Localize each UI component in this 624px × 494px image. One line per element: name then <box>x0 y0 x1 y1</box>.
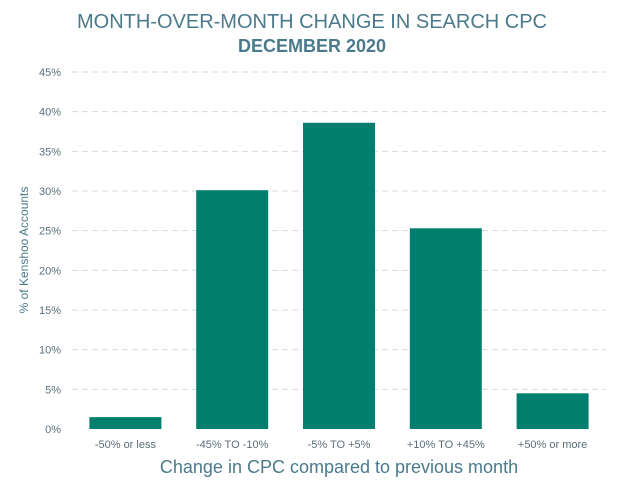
bar <box>303 122 375 430</box>
y-tick-label: 35% <box>39 146 61 158</box>
chart-subtitle: DECEMBER 2020 <box>238 36 386 56</box>
bar <box>409 228 482 429</box>
y-tick-label: 15% <box>39 305 61 317</box>
y-tick-label: 30% <box>39 186 61 198</box>
x-tick-label: -50% or less <box>95 439 157 451</box>
bar <box>89 417 162 429</box>
y-tick-label: 45% <box>39 67 61 79</box>
y-tick-label: 40% <box>39 107 61 119</box>
x-axis-ticks: -50% or less -45% TO -10% -5% TO +5% +10% T… <box>95 439 587 451</box>
x-tick-label: -45% TO -10% <box>196 439 269 451</box>
bar <box>196 190 269 429</box>
y-tick-label: 20% <box>39 265 61 277</box>
x-tick-label: -5% TO +5% <box>308 439 371 451</box>
y-tick-label: 10% <box>39 345 61 357</box>
bars <box>89 122 589 430</box>
y-tick-label: 5% <box>45 384 61 396</box>
x-tick-label: +10% TO +45% <box>407 439 485 451</box>
bar <box>516 393 589 429</box>
y-tick-label: 0% <box>45 424 61 436</box>
chart-title: MONTH-OVER-MONTH CHANGE IN SEARCH CPC <box>77 11 547 33</box>
y-axis-ticks: 0% 5% 10% 15% 20% 25% 30% 35% 40% 45% <box>39 67 61 436</box>
gridlines <box>72 71 606 390</box>
y-tick-label: 25% <box>39 226 61 238</box>
y-axis-label: % of Kenshoo Accounts <box>17 187 31 314</box>
x-axis-label: Change in CPC compared to previous month <box>160 457 518 477</box>
x-tick-label: +50% or more <box>518 439 587 451</box>
